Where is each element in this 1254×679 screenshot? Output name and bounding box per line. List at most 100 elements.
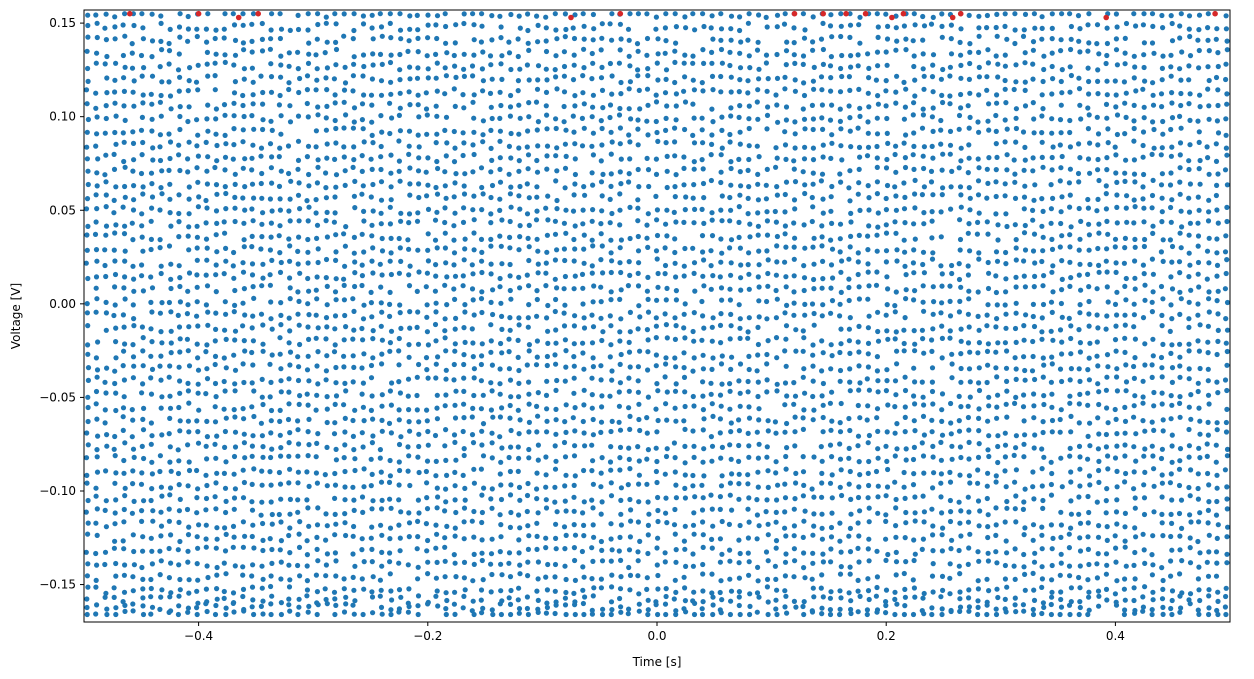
- data-point: [847, 564, 853, 570]
- data-point: [369, 589, 375, 595]
- data-point: [387, 571, 393, 577]
- data-point: [654, 458, 660, 465]
- data-point: [268, 454, 274, 461]
- data-point: [150, 508, 156, 514]
- data-point: [773, 459, 779, 465]
- data-point: [791, 197, 798, 203]
- data-point: [709, 13, 715, 19]
- data-point: [386, 420, 393, 426]
- data-point: [865, 51, 871, 57]
- data-point: [314, 546, 320, 553]
- data-point: [653, 99, 660, 105]
- data-point: [167, 415, 173, 421]
- data-point: [1057, 142, 1063, 148]
- data-point: [919, 125, 926, 131]
- data-point: [122, 64, 128, 70]
- data-point: [517, 525, 523, 531]
- data-point: [709, 458, 715, 464]
- data-point: [708, 391, 714, 397]
- data-point: [1040, 208, 1046, 214]
- data-point: [562, 257, 568, 264]
- data-point: [545, 217, 551, 223]
- data-point: [1067, 129, 1073, 136]
- data-point: [407, 165, 413, 171]
- data-point: [267, 247, 273, 253]
- data-point: [250, 362, 256, 368]
- data-point: [764, 497, 770, 503]
- data-point: [1067, 117, 1073, 124]
- data-point: [875, 483, 881, 489]
- data-point: [268, 601, 274, 607]
- data-point: [315, 325, 321, 331]
- data-point: [471, 92, 477, 98]
- data-point: [497, 512, 503, 518]
- data-point: [516, 585, 522, 591]
- data-point: [727, 480, 734, 486]
- data-point: [838, 11, 844, 17]
- data-point: [525, 152, 532, 158]
- data-point: [423, 169, 429, 175]
- data-point: [940, 525, 946, 531]
- data-point: [159, 432, 165, 438]
- data-point: [847, 11, 853, 17]
- data-point: [1021, 206, 1027, 212]
- data-point: [286, 453, 292, 459]
- data-point: [285, 143, 292, 149]
- data-point: [1002, 302, 1008, 308]
- data-point: [810, 116, 817, 122]
- data-point: [359, 191, 365, 197]
- data-point: [544, 378, 550, 384]
- data-point: [1087, 170, 1093, 176]
- data-point: [526, 257, 532, 264]
- data-point: [865, 495, 871, 501]
- data-point: [120, 22, 126, 28]
- data-point: [1041, 53, 1047, 59]
- data-point: [810, 126, 816, 133]
- data-point: [415, 341, 422, 347]
- data-point: [379, 248, 386, 254]
- data-point: [534, 157, 540, 164]
- data-point: [524, 181, 530, 187]
- data-point: [956, 563, 962, 569]
- data-point: [995, 459, 1001, 466]
- data-point: [690, 11, 696, 17]
- data-point: [508, 444, 514, 450]
- data-point: [874, 609, 880, 615]
- data-point: [710, 594, 716, 600]
- data-point: [140, 191, 146, 197]
- data-point: [902, 594, 909, 600]
- data-point: [94, 506, 100, 512]
- data-point: [397, 27, 404, 33]
- data-point: [479, 550, 485, 556]
- data-point: [884, 36, 891, 42]
- data-point: [920, 453, 927, 459]
- data-point: [938, 234, 944, 240]
- data-point: [203, 302, 209, 308]
- data-point: [277, 35, 283, 42]
- data-point: [773, 164, 779, 170]
- data-point: [654, 381, 660, 387]
- data-point: [774, 381, 780, 387]
- data-point: [562, 454, 569, 460]
- data-point: [828, 559, 834, 565]
- data-point: [1086, 355, 1092, 361]
- data-point: [756, 298, 762, 304]
- data-point: [1004, 550, 1010, 556]
- data-point: [84, 310, 90, 316]
- data-point: [1002, 340, 1009, 346]
- data-point: [892, 479, 898, 485]
- data-point: [185, 483, 191, 489]
- data-point: [671, 440, 678, 446]
- data-point: [138, 170, 145, 177]
- data-point: [1030, 611, 1037, 618]
- data-point: [157, 237, 163, 243]
- data-point: [130, 481, 136, 487]
- data-point: [434, 13, 441, 19]
- data-point: [525, 573, 531, 579]
- data-point: [138, 481, 145, 487]
- data-point: [324, 406, 330, 412]
- data-point: [755, 181, 761, 187]
- data-point: [205, 154, 211, 160]
- data-point: [296, 89, 302, 96]
- data-point: [350, 551, 356, 557]
